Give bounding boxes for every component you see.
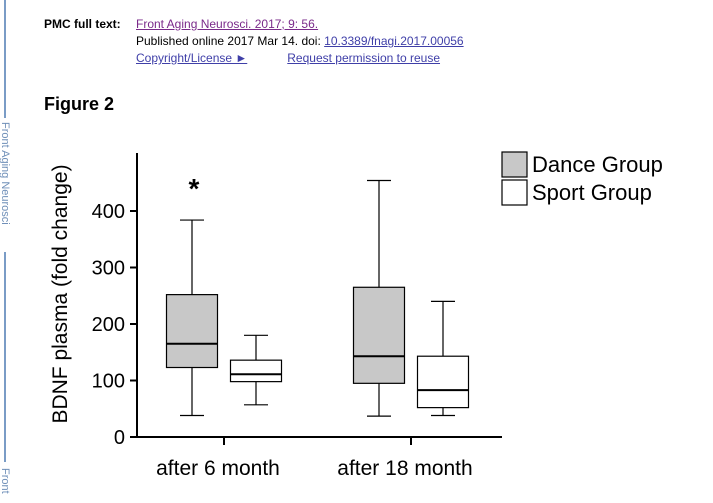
x-tick-label: after 18 month: [337, 457, 472, 480]
legend-swatch: [501, 151, 528, 178]
y-tick-label: 200: [92, 314, 125, 336]
side-rail-line: [4, 252, 6, 462]
x-tick-label: after 6 month: [156, 457, 280, 480]
iqr-box: [352, 286, 406, 384]
iqr-box: [229, 359, 283, 383]
figure-title: Figure 2: [44, 94, 115, 114]
side-rail-line: [4, 0, 6, 118]
y-tick-label: 100: [92, 371, 125, 393]
legend-label: Dance Group: [532, 152, 663, 177]
y-tick-label: 0: [114, 427, 125, 449]
box-dance-group: [165, 219, 219, 417]
box-sport-group: [229, 334, 283, 406]
doi-link[interactable]: 10.3389/fnagi.2017.00056: [324, 34, 464, 48]
y-axis-label: BDNF plasma (fold change): [49, 164, 72, 423]
journal-link[interactable]: Front Aging Neurosci. 2017; 9: 56.: [136, 17, 319, 31]
y-tick-label: 300: [92, 258, 125, 280]
iqr-box: [416, 355, 470, 409]
published-text: Published online 2017 Mar 14. doi:: [136, 34, 321, 48]
box-dance-group: [352, 179, 406, 417]
legend-swatch: [501, 179, 528, 206]
pmc-label: PMC full text:: [44, 17, 121, 31]
permission-link[interactable]: Request permission to reuse: [287, 51, 441, 65]
side-rail: Front Aging Neurosci Front: [0, 0, 12, 503]
citation-block: PMC full text: Front Aging Neurosci. 201…: [44, 16, 464, 67]
box-sport-group: [416, 300, 470, 417]
legend-label: Sport Group: [532, 180, 652, 205]
y-tick-label: 400: [92, 201, 125, 223]
copyright-link[interactable]: Copyright/License ►: [136, 51, 248, 65]
significance-asterisk: *: [189, 173, 200, 204]
iqr-box: [165, 294, 219, 369]
